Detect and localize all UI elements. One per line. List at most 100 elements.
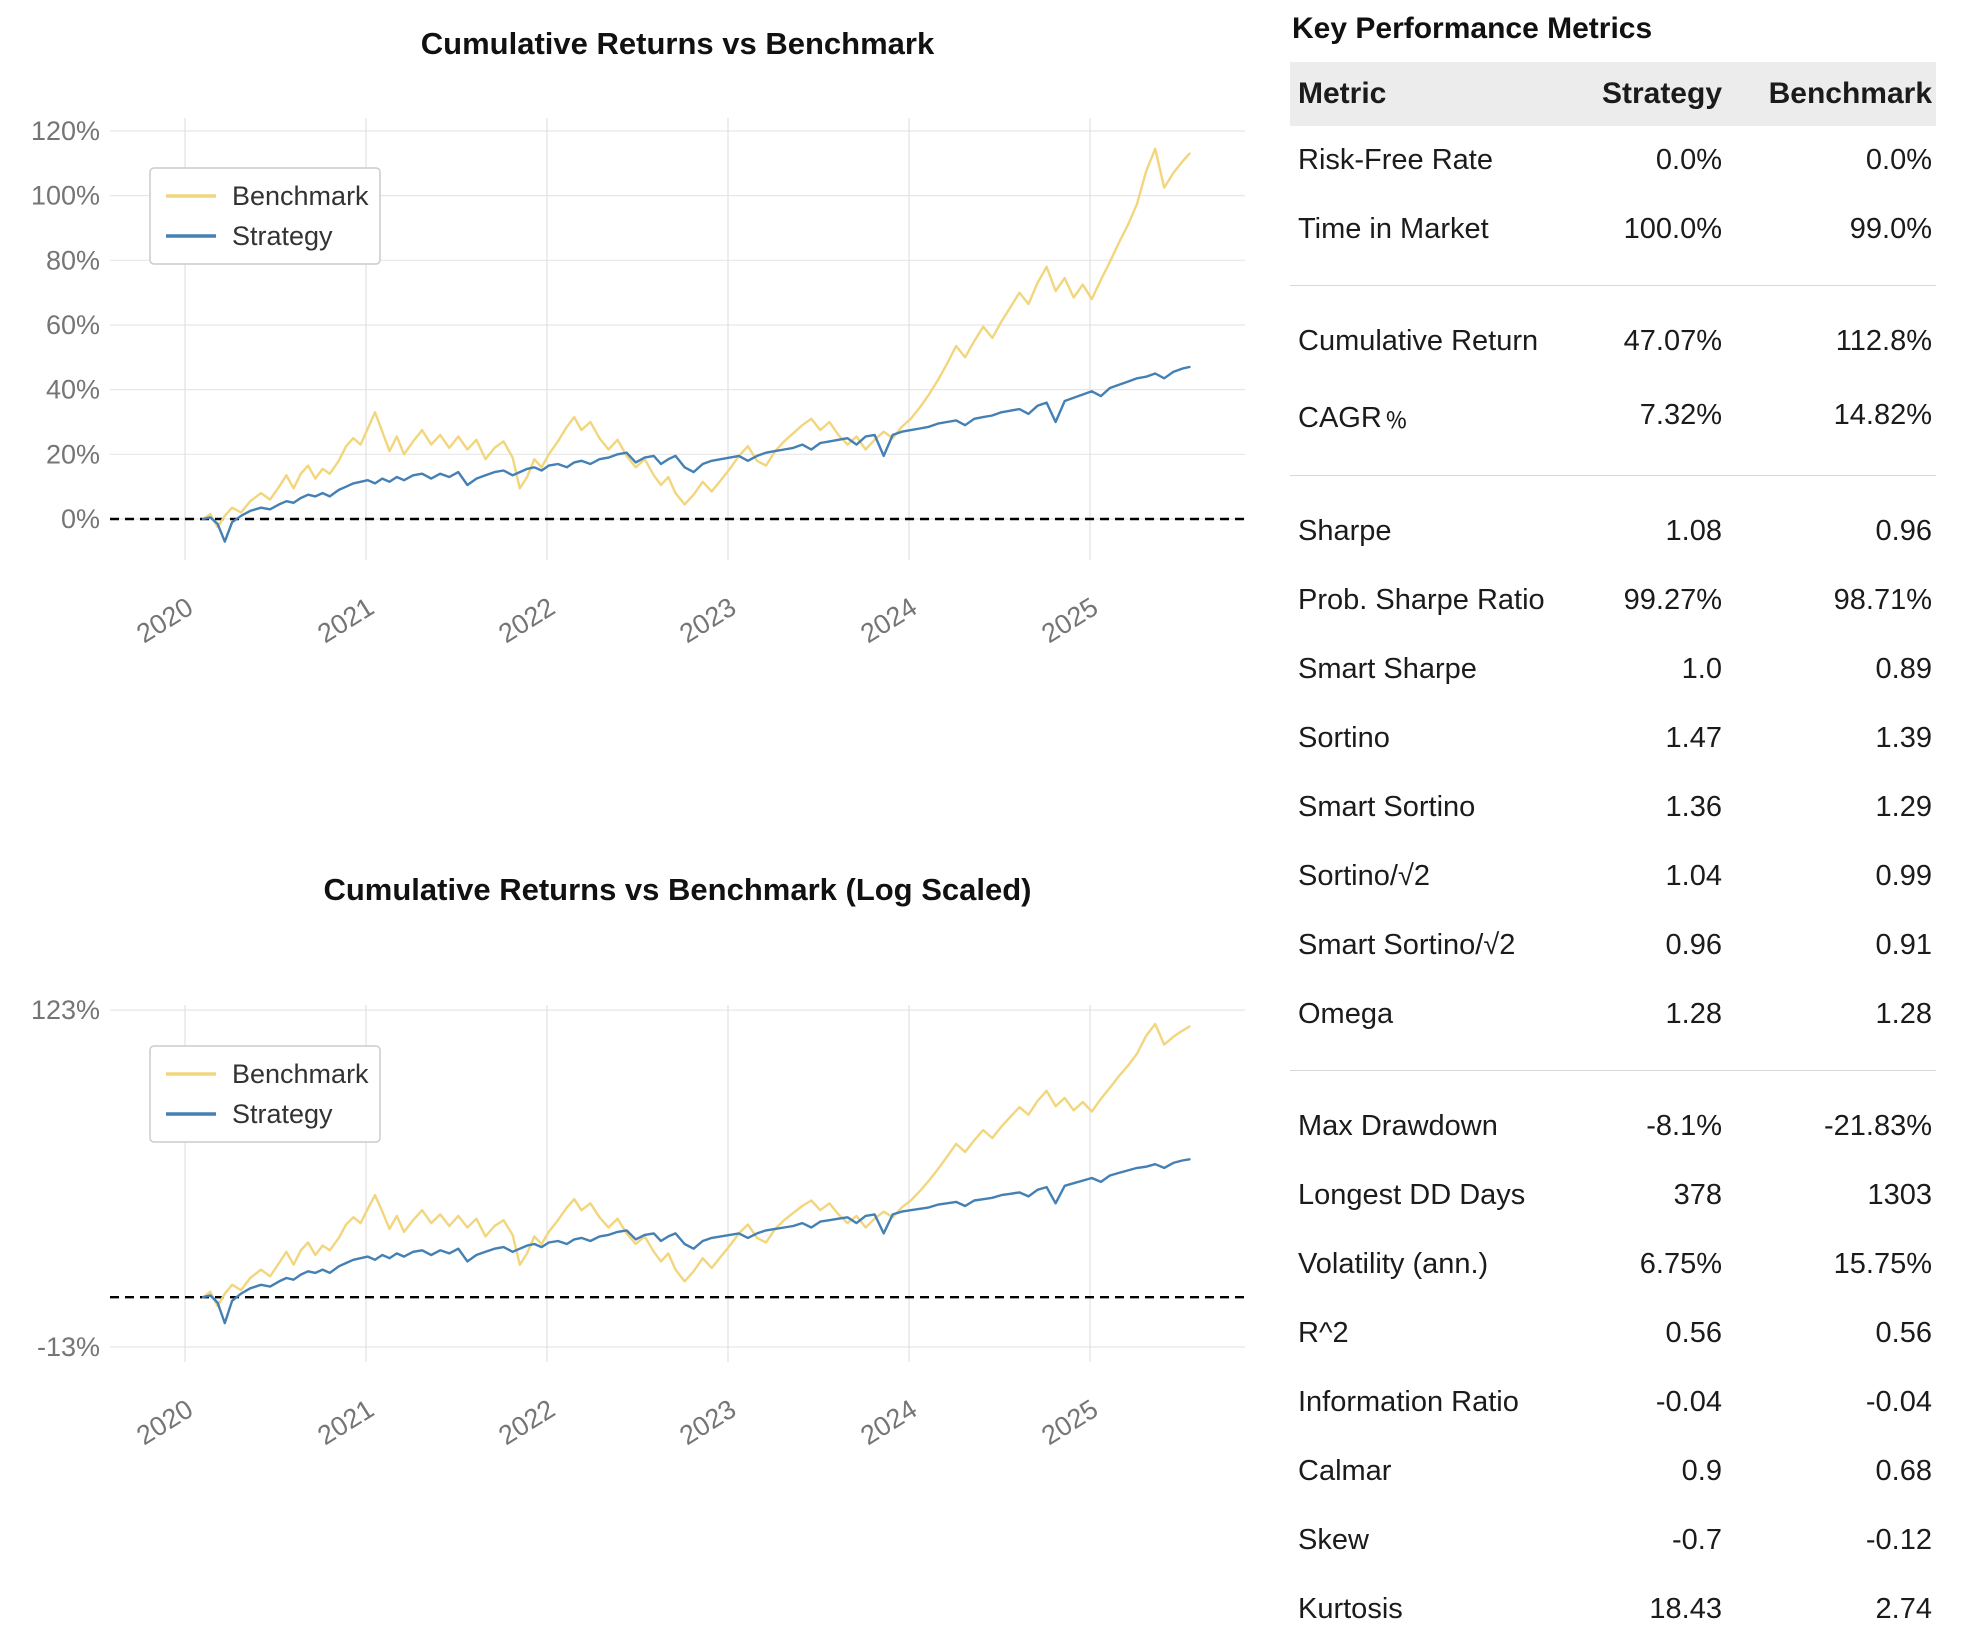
- cell-metric: Prob. Sharpe Ratio: [1298, 584, 1545, 616]
- cell-metric: Skew: [1298, 1524, 1369, 1556]
- cell-metric: Information Ratio: [1298, 1386, 1519, 1418]
- cell-strategy: 18.43: [1649, 1593, 1722, 1625]
- table-group-divider: [1290, 285, 1936, 286]
- metrics-header-row: Metric Strategy Benchmark: [1290, 62, 1936, 126]
- report-page: 120% 100% 80% 60% 40% 20% 0% 2020 2021 2022 2023 20…: [31, 12, 1936, 1625]
- cumulative-returns-charts: 120% 100% 80% 60% 40% 20% 0% 2020 2021 2022 2023 20…: [31, 116, 1245, 1451]
- cell-metric: Max Drawdown: [1298, 1110, 1498, 1142]
- cell-benchmark: 15.75%: [1833, 1248, 1932, 1280]
- table-row: Max Drawdown -8.1% -21.83%: [1290, 1092, 1936, 1161]
- y-tick-label: 20%: [46, 439, 100, 469]
- legend: [149, 167, 381, 265]
- cell-metric: Risk-Free Rate: [1298, 144, 1493, 176]
- cell-strategy: -0.04: [1655, 1386, 1722, 1418]
- series-line-strategy: [201, 365, 1191, 543]
- metrics-table-body: Risk-Free Rate 0.0% 0.0% Time in Market 100.…: [1290, 126, 1936, 1644]
- x-tick-label: 2020: [131, 592, 198, 649]
- cell-benchmark: 1.29: [1875, 791, 1932, 823]
- series-line-benchmark: [201, 147, 1191, 529]
- table-row: Longest DD Days 378 1303: [1290, 1161, 1936, 1230]
- metrics-panel: Key Performance Metrics Metric Strategy …: [1290, 12, 1936, 1644]
- cell-metric: Sortino: [1298, 722, 1390, 754]
- y-tick-label: 60%: [46, 310, 100, 340]
- table-row: Calmar 0.9 0.68: [1290, 1437, 1936, 1506]
- cell-metric: Volatility (ann.): [1298, 1248, 1489, 1280]
- cell-strategy: -8.1%: [1646, 1110, 1722, 1142]
- cell-strategy: 6.75%: [1639, 1248, 1722, 1280]
- cell-benchmark: 98.71%: [1833, 584, 1932, 616]
- cell-benchmark: 0.89: [1875, 653, 1932, 685]
- cell-benchmark: 2.74: [1875, 1593, 1932, 1625]
- table-row: Smart Sharpe 1.0 0.89: [1290, 635, 1936, 704]
- cell-strategy: 0.9: [1681, 1455, 1722, 1487]
- cell-benchmark: 0.56: [1875, 1317, 1932, 1349]
- cell-strategy: 1.47: [1665, 722, 1722, 754]
- y-tick-label: -13%: [37, 1332, 100, 1362]
- x-tick-label: 2023: [674, 1394, 741, 1451]
- cell-metric: Omega: [1298, 998, 1394, 1030]
- table-row: Cumulative Return 47.07% 112.8%: [1290, 307, 1936, 376]
- cell-benchmark: 1.39: [1875, 722, 1932, 754]
- chart-title-linear: Cumulative Returns vs Benchmark: [420, 26, 935, 61]
- x-tick-label: 2021: [312, 592, 379, 649]
- table-row: Smart Sortino/√2 0.96 0.91: [1290, 911, 1936, 980]
- x-tick-label: 2021: [312, 1394, 379, 1451]
- table-row: Risk-Free Rate 0.0% 0.0%: [1290, 126, 1936, 195]
- cell-strategy: 1.28: [1665, 998, 1722, 1030]
- legend-label-strategy: Strategy: [232, 1099, 333, 1129]
- chart-log: 123% -13% 2020 2021 2022 2023 2024 2025 Benchmar…: [31, 995, 1245, 1451]
- cell-strategy: 99.27%: [1623, 584, 1722, 616]
- y-tick-label: 0%: [61, 504, 100, 534]
- cell-strategy: 100.0%: [1623, 213, 1722, 245]
- header-strategy: Strategy: [1601, 77, 1722, 110]
- cell-metric: Kurtosis: [1298, 1593, 1403, 1625]
- cell-benchmark: 1.28: [1875, 998, 1932, 1030]
- x-tick-label: 2022: [493, 592, 560, 649]
- cell-metric: Longest DD Days: [1298, 1179, 1526, 1211]
- cell-strategy: 378: [1673, 1179, 1722, 1211]
- cell-strategy: 0.56: [1665, 1317, 1722, 1349]
- y-tick-label: 120%: [31, 116, 100, 146]
- table-row: Information Ratio -0.04 -0.04: [1290, 1368, 1936, 1437]
- legend-label-strategy: Strategy: [232, 221, 333, 251]
- x-tick-label: 2024: [855, 592, 922, 649]
- x-tick-label: 2025: [1036, 592, 1103, 649]
- metrics-title: Key Performance Metrics: [1292, 12, 1653, 45]
- table-group-divider: [1290, 1070, 1936, 1071]
- table-row: Prob. Sharpe Ratio 99.27% 98.71%: [1290, 566, 1936, 635]
- cell-strategy: 1.36: [1665, 791, 1722, 823]
- cell-benchmark: 99.0%: [1849, 213, 1932, 245]
- y-tick-label: 100%: [31, 181, 100, 211]
- cell-metric: R^2: [1298, 1317, 1349, 1349]
- cell-strategy: 0.0%: [1655, 144, 1722, 176]
- cell-benchmark: 0.99: [1875, 860, 1932, 892]
- y-tick-label: 40%: [46, 375, 100, 405]
- y-tick-label: 80%: [46, 245, 100, 275]
- table-row: Volatility (ann.) 6.75% 15.75%: [1290, 1230, 1936, 1299]
- table-row: Sortino/√2 1.04 0.99: [1290, 842, 1936, 911]
- series-line-strategy: [201, 1158, 1191, 1325]
- cell-benchmark: 0.68: [1875, 1455, 1932, 1487]
- cell-metric: Calmar: [1298, 1455, 1392, 1487]
- table-row: Omega 1.28 1.28: [1290, 980, 1936, 1049]
- table-row: Kurtosis 18.43 2.74: [1290, 1575, 1936, 1644]
- cell-benchmark: 0.96: [1875, 515, 1932, 547]
- cell-benchmark: 112.8%: [1835, 325, 1932, 357]
- cell-metric: Sharpe: [1298, 515, 1392, 547]
- series-line-benchmark: [201, 1022, 1191, 1308]
- cell-strategy: 47.07%: [1623, 325, 1722, 357]
- cell-strategy: 1.0: [1681, 653, 1722, 685]
- table-row: Skew -0.7 -0.12: [1290, 1506, 1936, 1575]
- table-row: Sortino 1.47 1.39: [1290, 704, 1936, 773]
- table-row: R^2 0.56 0.56: [1290, 1299, 1936, 1368]
- legend-label-benchmark: Benchmark: [232, 181, 369, 211]
- cell-metric: Smart Sharpe: [1298, 653, 1477, 685]
- cell-metric: Cumulative Return: [1298, 325, 1539, 357]
- cell-metric: CAGR﹪: [1298, 402, 1411, 434]
- cell-strategy: 1.08: [1665, 515, 1722, 547]
- x-tick-label: 2020: [131, 1394, 198, 1451]
- legend: [149, 1045, 381, 1143]
- cell-benchmark: -0.04: [1865, 1386, 1932, 1418]
- table-row: Time in Market 100.0% 99.0%: [1290, 195, 1936, 264]
- cell-metric: Smart Sortino: [1298, 791, 1476, 823]
